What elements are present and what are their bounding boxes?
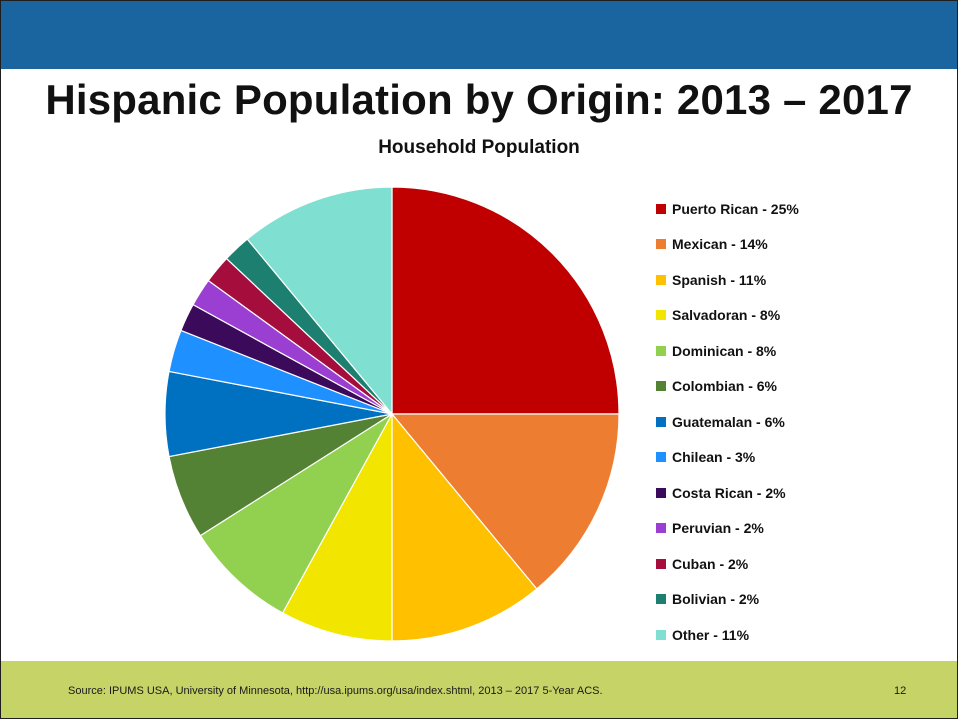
legend-swatch [656, 558, 666, 569]
chart-legend: Puerto Rican - 25% Mexican - 14% Spanish -… [656, 191, 799, 653]
legend-item-puerto-rican: Puerto Rican - 25% [656, 191, 799, 227]
legend-label: Salvadoran - 8% [672, 307, 781, 324]
legend-swatch [656, 310, 666, 321]
legend-item-salvadoran: Salvadoran - 8% [656, 298, 799, 334]
pie-chart [164, 186, 620, 642]
legend-label: Spanish - 11% [672, 271, 767, 288]
legend-item-guatemalan: Guatemalan - 6% [656, 404, 799, 440]
legend-swatch [656, 239, 666, 250]
page-number: 12 [894, 685, 907, 697]
pie-slice-salvadoran [281, 413, 393, 642]
legend-label: Peruvian - 2% [672, 520, 764, 537]
legend-swatch [656, 345, 666, 356]
legend-item-peruvian: Peruvian - 2% [656, 511, 799, 547]
legend-label: Chilean - 3% [672, 449, 756, 466]
legend-swatch [656, 629, 666, 640]
legend-swatch [656, 594, 666, 605]
pie-slice-spanish [391, 412, 538, 642]
legend-swatch [656, 274, 666, 285]
legend-label: Puerto Rican - 25% [672, 200, 799, 217]
legend-swatch [656, 487, 666, 498]
slide-title: Hispanic Population by Origin: 2013 – 20… [45, 76, 913, 123]
pie-slice-mexican [390, 413, 620, 590]
legend-item-other: Other - 11% [656, 617, 799, 653]
legend-label: Guatemalan - 6% [672, 413, 785, 430]
chart-title: Household Population [378, 137, 580, 158]
legend-item-cuban: Cuban - 2% [656, 546, 799, 582]
pie-slice-dominican [199, 413, 393, 614]
legend-label: Costa Rican - 2% [672, 484, 786, 501]
pie-slice-puerto-rican [391, 186, 620, 415]
footer-band: Source: IPUMS USA, University of Minneso… [1, 661, 957, 718]
source-note: Source: IPUMS USA, University of Minneso… [68, 685, 603, 697]
legend-label: Cuban - 2% [672, 555, 749, 572]
legend-item-chilean: Chilean - 3% [656, 440, 799, 476]
legend-label: Colombian - 6% [672, 378, 778, 395]
legend-swatch [656, 381, 666, 392]
pie-slice-other [246, 186, 393, 416]
legend-swatch [656, 523, 666, 534]
legend-item-bolivian: Bolivian - 2% [656, 582, 799, 618]
legend-item-dominican: Dominican - 8% [656, 333, 799, 369]
legend-label: Dominican - 8% [672, 342, 777, 359]
legend-swatch [656, 452, 666, 463]
legend-swatch [656, 416, 666, 427]
legend-item-colombian: Colombian - 6% [656, 369, 799, 405]
legend-swatch [656, 203, 666, 214]
legend-label: Mexican - 14% [672, 236, 768, 253]
legend-item-costa-rican: Costa Rican - 2% [656, 475, 799, 511]
legend-item-mexican: Mexican - 14% [656, 227, 799, 263]
legend-item-spanish: Spanish - 11% [656, 262, 799, 298]
legend-label: Bolivian - 2% [672, 591, 760, 608]
header-band [1, 1, 957, 69]
legend-label: Other - 11% [672, 626, 750, 643]
